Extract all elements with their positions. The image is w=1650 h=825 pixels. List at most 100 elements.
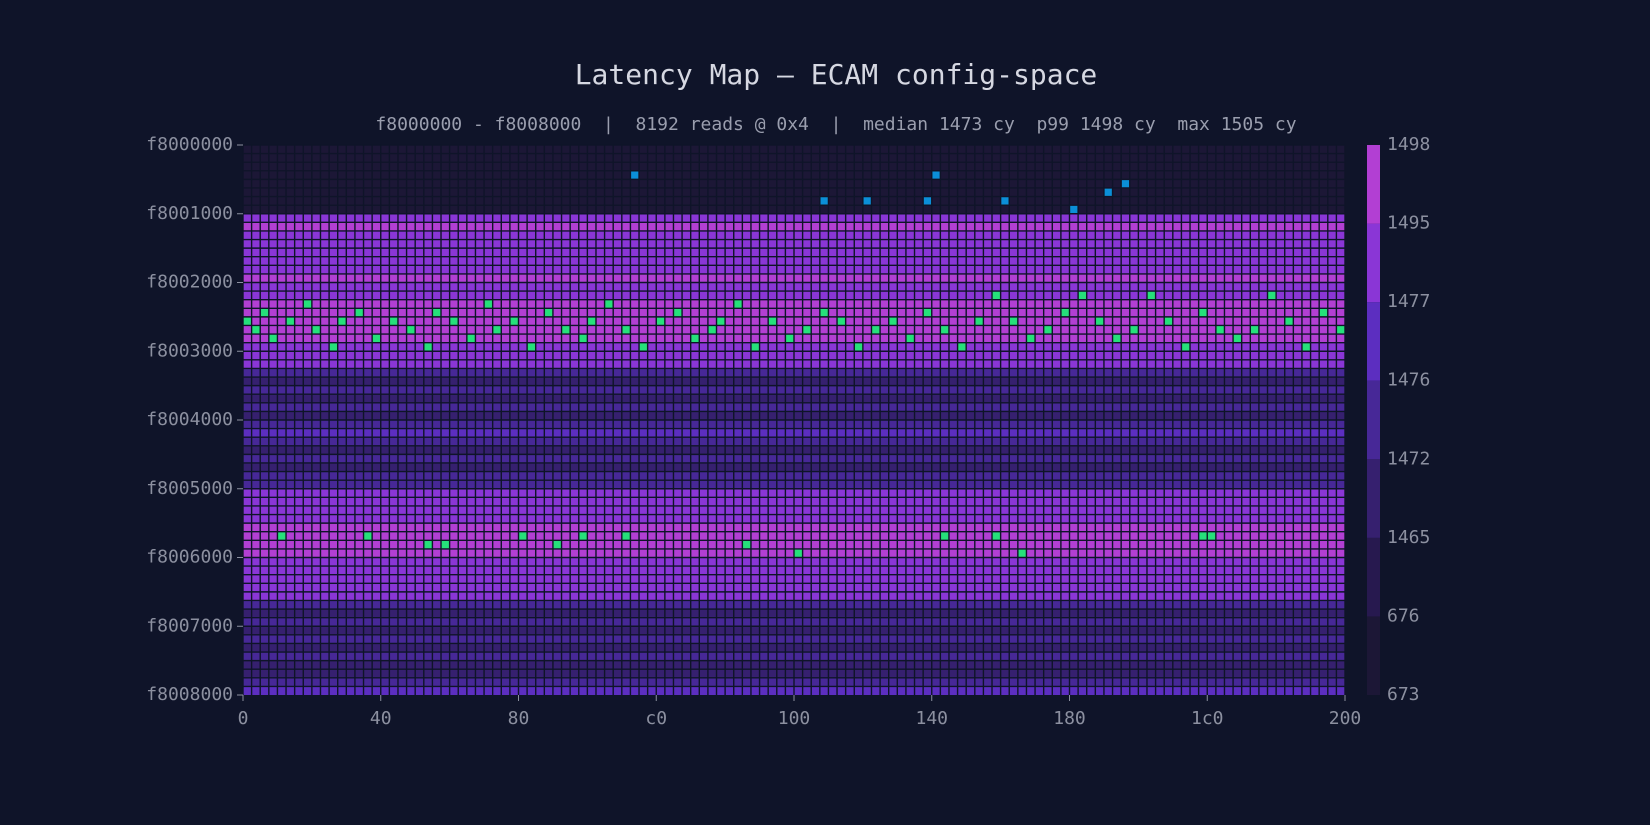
outlier-cell	[587, 316, 596, 326]
y-tick-label: f8007000	[146, 615, 233, 636]
outlier-cell	[466, 334, 476, 343]
outlier-cell	[1146, 291, 1156, 300]
outlier-cell	[854, 342, 863, 352]
outlier-cell	[552, 540, 562, 549]
outlier-cell	[621, 531, 631, 541]
outlier-cell	[862, 196, 872, 206]
outlier-cell	[1181, 342, 1191, 352]
outlier-cell	[656, 316, 665, 326]
outlier-cell	[837, 316, 846, 326]
outlier-cell	[1198, 531, 1208, 541]
outlier-cell	[578, 334, 588, 343]
outlier-cell	[1198, 308, 1208, 317]
outlier-cell	[1250, 325, 1259, 335]
outlier-cell	[1069, 205, 1079, 214]
outlier-cell	[974, 316, 984, 326]
outlier-cell	[268, 334, 278, 343]
outlier-cell	[277, 531, 287, 541]
outlier-cell	[802, 325, 812, 335]
outlier-cell	[707, 325, 717, 335]
outlier-cell	[432, 308, 442, 317]
outlier-cell	[957, 342, 967, 352]
outlier-cell	[1215, 325, 1225, 335]
outlier-cell	[1336, 325, 1345, 335]
outlier-cell	[1000, 196, 1010, 206]
outlier-cell	[630, 170, 640, 180]
outlier-cell	[992, 291, 1001, 300]
outlier-cell	[423, 540, 433, 549]
outlier-cell	[337, 316, 347, 326]
outlier-cell	[819, 196, 829, 206]
colorbar-label: 676	[1387, 605, 1420, 626]
outlier-cell	[992, 531, 1001, 541]
outlier-cell	[923, 308, 932, 317]
outlier-cell	[794, 548, 803, 558]
outlier-cell	[733, 299, 743, 309]
outlier-cell	[578, 531, 588, 541]
outlier-cell	[1284, 316, 1294, 326]
outlier-cell	[1026, 334, 1036, 343]
outlier-cell	[518, 531, 528, 541]
outlier-cell	[492, 325, 502, 335]
outlier-cell	[1112, 334, 1122, 343]
x-tick-label: 200	[1329, 708, 1362, 729]
outlier-cell	[639, 342, 648, 352]
outlier-cell	[1233, 334, 1242, 343]
colorbar-segment	[1367, 459, 1380, 538]
outlier-cell	[527, 342, 536, 352]
x-tick-label: 40	[370, 708, 392, 729]
x-tick-label: 140	[915, 708, 948, 729]
colorbar-label: 1476	[1387, 370, 1430, 391]
outlier-cell	[604, 299, 614, 309]
outlier-cell	[561, 325, 571, 335]
outlier-cell	[1078, 291, 1087, 300]
y-tick-label: f8008000	[146, 684, 233, 705]
outlier-cell	[484, 299, 493, 309]
x-tick-label: 1c0	[1191, 708, 1224, 729]
colorbar-label: 1477	[1387, 291, 1430, 312]
outlier-cell	[940, 531, 949, 541]
colorbar-label: 1498	[1387, 134, 1430, 155]
outlier-cell	[1095, 316, 1104, 326]
x-tick-label: 180	[1053, 708, 1086, 729]
outlier-cell	[888, 316, 898, 326]
y-tick-label: f8000000	[146, 134, 233, 155]
outlier-cell	[768, 316, 777, 326]
outlier-cell	[441, 540, 450, 549]
outlier-cell	[354, 308, 364, 317]
y-tick-label: f8002000	[146, 272, 233, 293]
outlier-cell	[329, 342, 338, 352]
outlier-cell	[449, 316, 459, 326]
outlier-cell	[690, 334, 700, 343]
colorbar-label: 1495	[1387, 213, 1430, 234]
outlier-cell	[621, 325, 631, 335]
outlier-cell	[931, 170, 941, 180]
outlier-cell	[819, 308, 829, 317]
outlier-cell	[1129, 325, 1139, 335]
outlier-cell	[243, 316, 252, 326]
outlier-cell	[1060, 308, 1070, 317]
outlier-cell	[1103, 187, 1113, 197]
colorbar-label: 673	[1387, 684, 1420, 705]
outlier-cell	[871, 325, 881, 335]
outlier-cell	[372, 334, 381, 343]
outlier-cell	[423, 342, 433, 352]
chart-subtitle: f8000000 - f8008000 | 8192 reads @ 0x4 |…	[375, 114, 1296, 135]
x-tick-label: 80	[508, 708, 530, 729]
outlier-cell	[389, 316, 398, 326]
outlier-cell	[1301, 342, 1311, 352]
outlier-cell	[406, 325, 416, 335]
outlier-cell	[940, 325, 949, 335]
outlier-cell	[905, 334, 915, 343]
colorbar-segment	[1367, 302, 1380, 381]
colorbar-segment	[1367, 145, 1380, 224]
outlier-cell	[1017, 548, 1027, 558]
outlier-cell	[1009, 316, 1018, 326]
y-tick-label: f8006000	[146, 547, 233, 568]
outlier-cell	[260, 308, 269, 317]
colorbar-label: 1472	[1387, 448, 1430, 469]
y-tick-label: f8004000	[146, 409, 233, 430]
outlier-cell	[1121, 179, 1130, 188]
colorbar-segment	[1367, 380, 1380, 460]
